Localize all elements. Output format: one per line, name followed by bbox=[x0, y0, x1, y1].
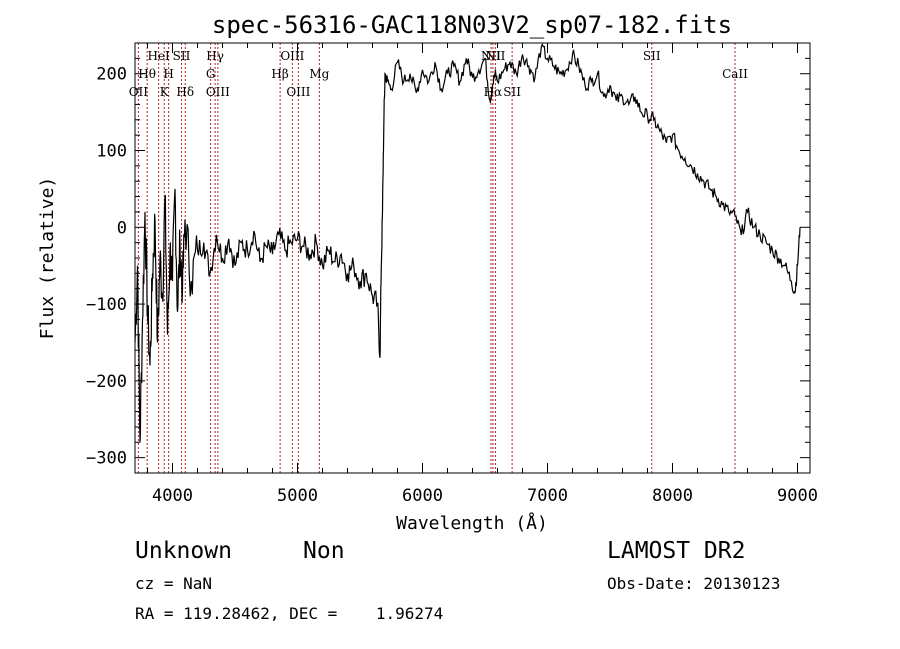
chart-title: spec-56316-GAC118N03V2_sp07-182.fits bbox=[212, 11, 732, 39]
emission-label-1: Hθ bbox=[138, 67, 156, 81]
redshift-value: cz = NaN bbox=[135, 574, 213, 593]
object-class: Unknown bbox=[135, 538, 232, 564]
y-tick-label-4: 100 bbox=[96, 142, 127, 162]
object-subclass: Non bbox=[303, 538, 345, 564]
emission-label-16: NII bbox=[485, 49, 505, 63]
x-tick-label-4: 8000 bbox=[652, 486, 693, 506]
spectrum-line bbox=[134, 43, 801, 443]
y-tick-label-1: −200 bbox=[86, 372, 127, 392]
emission-label-8: Hγ bbox=[206, 49, 224, 63]
survey-name: LAMOST DR2 bbox=[607, 538, 746, 564]
observation-date: Obs-Date: 20130123 bbox=[607, 574, 781, 593]
emission-label-12: OIII bbox=[286, 85, 310, 99]
y-axis-label: Flux (relative) bbox=[37, 177, 58, 340]
emission-label-0: OII bbox=[129, 85, 149, 99]
emission-label-17: SII bbox=[503, 85, 521, 99]
emission-label-5: SII bbox=[173, 49, 191, 63]
emission-label-7: G bbox=[206, 67, 216, 81]
x-tick-label-1: 5000 bbox=[277, 486, 318, 506]
emission-line-markers bbox=[137, 43, 736, 473]
emission-label-11: OIII bbox=[280, 49, 304, 63]
emission-label-4: H bbox=[163, 67, 173, 81]
x-axis-label: Wavelength (Å) bbox=[396, 512, 548, 534]
y-tick-label-5: 200 bbox=[96, 65, 127, 85]
emission-label-3: K bbox=[160, 85, 170, 99]
emission-label-9: OIII bbox=[206, 85, 230, 99]
emission-line-labels: OIIHθHeIKHSIIHδGHγOIIIHβOIIIOIIIMgNIIHαN… bbox=[129, 49, 748, 99]
emission-label-6: Hδ bbox=[176, 85, 194, 99]
x-tick-label-2: 6000 bbox=[402, 486, 443, 506]
coordinates: RA = 119.28462, DEC = 1.96274 bbox=[135, 604, 444, 623]
y-axis-ticks: −300 −200 −100 0 100 200 bbox=[86, 57, 810, 469]
emission-label-19: CaII bbox=[722, 67, 748, 81]
x-tick-label-3: 7000 bbox=[527, 486, 568, 506]
y-tick-label-2: −100 bbox=[86, 295, 127, 315]
x-axis-ticks: 4000 5000 6000 7000 8000 9000 bbox=[147, 43, 818, 506]
x-tick-label-5: 9000 bbox=[777, 486, 818, 506]
emission-label-10: Hβ bbox=[271, 67, 288, 81]
emission-label-18: SII bbox=[643, 49, 661, 63]
emission-label-2: HeI bbox=[147, 49, 170, 63]
emission-label-13: Mg bbox=[309, 67, 329, 81]
y-tick-label-3: 0 bbox=[117, 218, 127, 238]
x-tick-label-0: 4000 bbox=[152, 486, 193, 506]
y-tick-label-0: −300 bbox=[86, 449, 127, 469]
